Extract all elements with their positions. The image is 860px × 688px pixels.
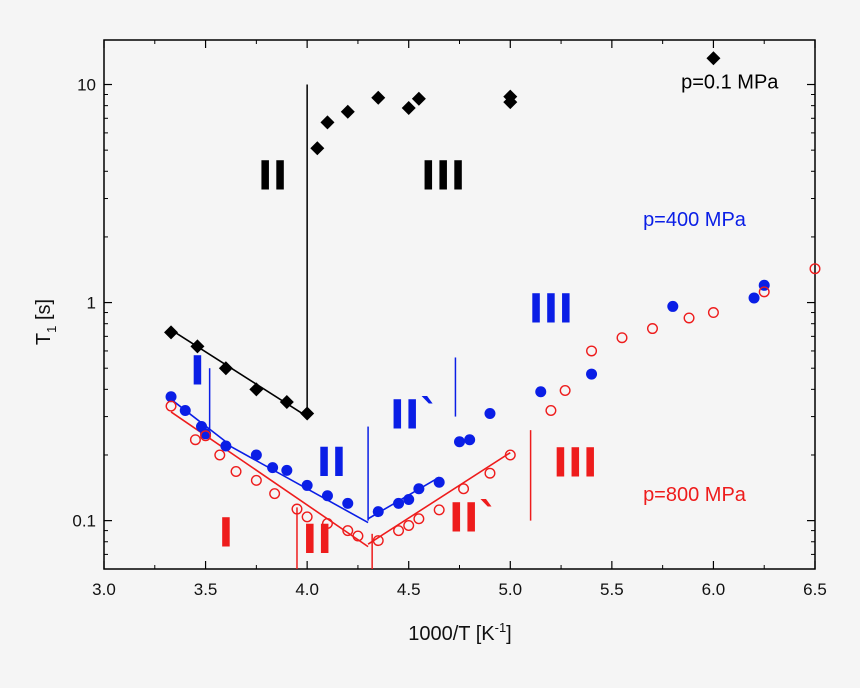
data-point-open	[707, 307, 719, 319]
data-point-open	[403, 519, 415, 531]
pressure-label: p=800 MPa	[643, 484, 747, 506]
data-point-open	[559, 385, 571, 397]
data-point-filled	[342, 497, 354, 509]
data-point-filled	[667, 300, 679, 312]
region-dividers	[208, 84, 532, 569]
data-point-filled	[748, 292, 760, 304]
data-point-filled	[301, 479, 313, 491]
data-point-filled	[586, 368, 598, 380]
data-point-open	[342, 525, 354, 537]
pressure-label: p=0.1 MPa	[681, 71, 779, 93]
data-point-filled	[250, 449, 262, 461]
region-label: I	[190, 349, 205, 395]
data-point-open	[321, 518, 333, 530]
data-point-open	[809, 263, 821, 275]
fit-line	[367, 451, 511, 545]
data-point-filled	[179, 404, 191, 416]
data-point-open	[372, 535, 384, 547]
data-point-diamond	[279, 394, 294, 409]
region-label: II	[258, 154, 288, 200]
region-label: II	[302, 517, 332, 563]
x-tick-label: 3.0	[92, 580, 116, 599]
data-point-open	[616, 332, 628, 344]
data-point-open	[200, 430, 212, 442]
data-point-diamond	[706, 51, 721, 66]
data-point-open	[301, 511, 313, 523]
data-point-filled	[484, 407, 496, 419]
x-tick-label: 5.5	[600, 580, 624, 599]
data-point-open	[352, 530, 364, 542]
region-label: III	[529, 287, 574, 333]
x-tick-label: 3.5	[194, 580, 218, 599]
x-tick-label: 4.0	[295, 580, 319, 599]
data-point-diamond	[371, 90, 386, 105]
data-point-filled	[281, 464, 293, 476]
data-point-diamond	[503, 95, 518, 110]
data-point-filled	[372, 506, 384, 518]
data-point-filled	[321, 490, 333, 502]
axis-ticks: 3.0 3.5 4.0 4.5 5.0 5.5 6.0 6.5 0.1 1 10	[72, 40, 827, 599]
y-tick-label: 10	[77, 76, 96, 95]
data-point-diamond	[249, 382, 264, 397]
data-point-open	[646, 323, 658, 335]
fit-line	[170, 398, 227, 443]
data-point-diamond	[218, 361, 233, 376]
data-point-filled	[535, 386, 547, 398]
region-label: II`	[390, 392, 440, 438]
data-point-open	[758, 286, 770, 298]
data-point-open	[683, 312, 695, 324]
data-point-filled	[464, 434, 476, 446]
data-point-diamond	[310, 141, 325, 156]
data-point-open	[586, 345, 598, 357]
data-point-diamond	[164, 325, 179, 340]
data-point-open	[484, 467, 496, 479]
pressure-label: p=400 MPa	[643, 209, 747, 231]
data-points	[164, 51, 821, 547]
data-point-filled	[393, 497, 405, 509]
data-point-filled	[165, 391, 177, 403]
data-point-diamond	[190, 339, 205, 354]
data-point-open	[504, 449, 516, 461]
data-point-open	[413, 513, 425, 525]
x-tick-label: 4.5	[397, 580, 421, 599]
x-tick-label: 6.0	[702, 580, 726, 599]
data-point-diamond	[411, 91, 426, 106]
data-point-filled	[413, 483, 425, 495]
region-label: III	[421, 154, 466, 200]
data-point-diamond	[320, 115, 335, 130]
data-point-diamond	[300, 406, 315, 421]
data-point-open	[165, 400, 177, 412]
region-label: I	[218, 511, 233, 557]
data-point-filled	[454, 436, 465, 448]
data-point-filled	[403, 493, 415, 505]
data-point-diamond	[401, 101, 416, 116]
region-label: II`	[449, 496, 499, 542]
y-tick-label: 1	[87, 294, 96, 313]
region-label: III	[553, 441, 598, 487]
data-point-open	[250, 474, 262, 486]
fit-line	[225, 443, 369, 524]
x-tick-label: 6.5	[803, 580, 827, 599]
data-point-filled	[220, 440, 232, 452]
data-point-open	[393, 525, 405, 537]
data-point-filled	[267, 462, 279, 474]
data-point-open	[458, 483, 470, 495]
data-point-diamond	[340, 104, 355, 119]
x-tick-label: 5.0	[498, 580, 522, 599]
data-point-open	[291, 503, 303, 515]
data-point-open	[189, 434, 201, 446]
y-tick-label: 0.1	[72, 512, 96, 531]
data-point-open	[433, 504, 445, 516]
data-point-open	[230, 465, 242, 477]
data-point-open	[214, 449, 226, 461]
pressure-annotations: p=0.1 MPa p=400 MPa p=800 MPa	[643, 71, 779, 506]
data-point-open	[269, 488, 281, 500]
x-axis-title: 1000/T [K-1]	[408, 620, 511, 645]
data-point-open	[545, 404, 557, 416]
data-point-filled	[433, 476, 445, 488]
region-label: II	[317, 440, 347, 486]
y-axis-title: T1 [s]	[33, 299, 59, 345]
